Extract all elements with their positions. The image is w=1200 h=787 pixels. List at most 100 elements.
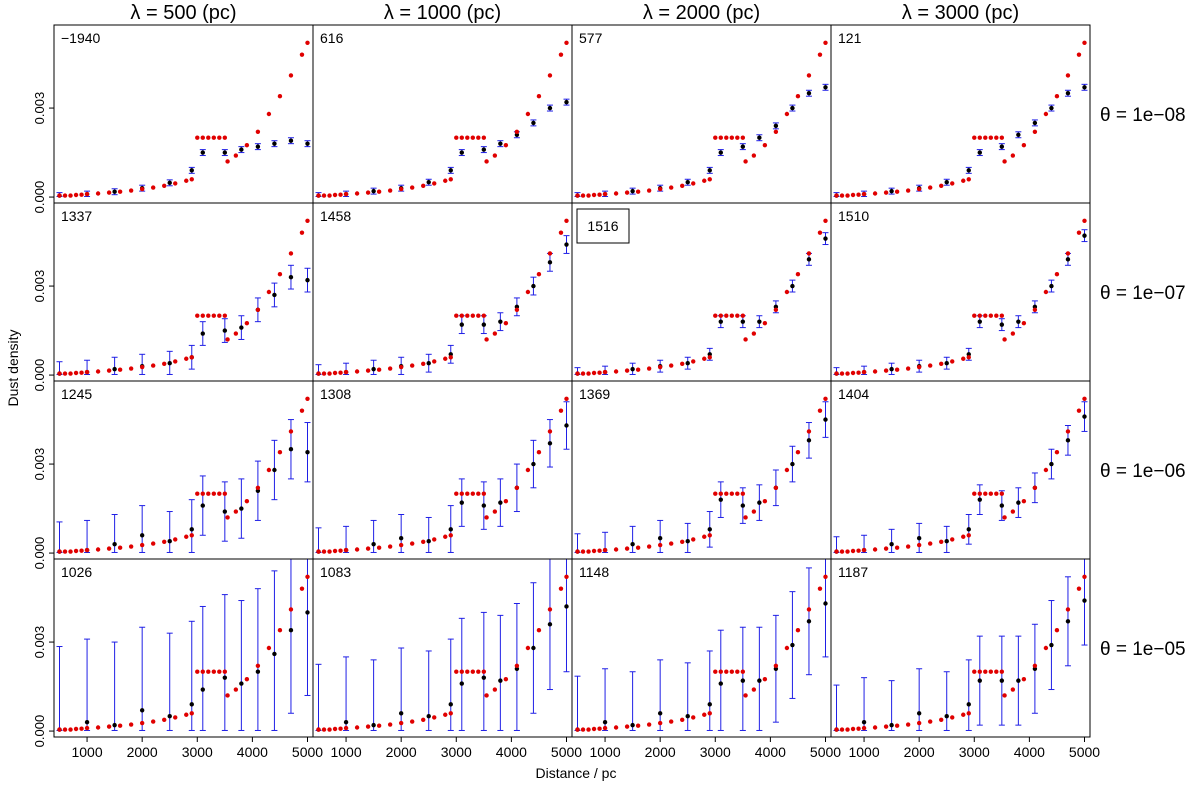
true-density-point xyxy=(872,725,878,730)
true-density-point xyxy=(288,73,294,78)
true-density-point xyxy=(994,669,999,674)
true-density-point xyxy=(1021,142,1027,148)
true-density-point xyxy=(217,313,222,318)
true-density-point xyxy=(713,669,718,674)
true-density-point xyxy=(1010,509,1016,514)
true-density-point xyxy=(575,193,580,198)
estimate-point xyxy=(977,319,982,324)
estimate-point xyxy=(790,105,795,111)
panel-frame xyxy=(830,24,1091,204)
estimate-point xyxy=(707,527,712,532)
true-density-point xyxy=(525,289,531,295)
x-tick-label: 2000 xyxy=(904,744,935,760)
estimate-point xyxy=(564,604,569,609)
estimate-point xyxy=(239,325,244,330)
true-density-point xyxy=(806,251,812,256)
estimate-point xyxy=(343,719,349,725)
true-density-point xyxy=(784,467,790,473)
true-density-point xyxy=(905,722,911,727)
true-density-point xyxy=(961,534,966,539)
true-density-point xyxy=(823,40,828,45)
true-density-point xyxy=(773,485,779,490)
row-header: θ = 1e−07 xyxy=(1100,283,1186,304)
true-density-point xyxy=(117,723,123,728)
true-density-point xyxy=(503,320,509,326)
true-density-point xyxy=(211,313,217,318)
true-density-point xyxy=(409,541,415,546)
true-density-point xyxy=(729,491,735,496)
y-tick-label: 0.000 xyxy=(32,537,47,570)
estimate-point xyxy=(916,536,922,541)
true-density-point xyxy=(1054,94,1060,99)
true-density-point xyxy=(195,135,200,140)
true-density-point xyxy=(817,408,823,413)
y-tick-label: 0.000 xyxy=(32,359,47,392)
true-density-point xyxy=(927,363,933,368)
true-density-point xyxy=(983,669,988,674)
estimate-point xyxy=(112,189,117,194)
true-density-point xyxy=(916,542,922,548)
true-density-point xyxy=(988,669,994,674)
estimate-point xyxy=(889,366,894,372)
true-density-point xyxy=(448,533,453,538)
row-header: θ = 1e−08 xyxy=(1100,105,1186,126)
true-density-point xyxy=(173,181,178,186)
true-density-point xyxy=(117,367,123,372)
true-density-point xyxy=(470,491,476,496)
estimate-point xyxy=(167,180,172,186)
true-density-point xyxy=(443,356,448,361)
true-density-point xyxy=(62,193,68,198)
true-density-point xyxy=(613,547,619,552)
estimate-point xyxy=(773,123,779,129)
true-density-point xyxy=(343,725,349,731)
true-density-point xyxy=(773,129,779,134)
true-density-point xyxy=(580,371,586,376)
true-density-point xyxy=(266,289,272,295)
true-density-point xyxy=(691,715,696,720)
true-density-point xyxy=(206,135,211,140)
estimate-point xyxy=(112,541,117,547)
panel-value-label: 616 xyxy=(320,30,344,46)
estimate-point xyxy=(966,702,971,707)
true-density-point xyxy=(79,548,84,553)
true-density-point xyxy=(84,369,90,375)
true-density-point xyxy=(79,726,84,731)
panel-frame xyxy=(312,24,573,204)
estimate-point xyxy=(448,702,453,707)
estimate-point xyxy=(255,144,261,149)
true-density-point xyxy=(762,498,768,504)
true-density-point xyxy=(894,723,900,728)
panel-frame xyxy=(571,24,832,204)
panel: 121 xyxy=(830,24,1091,204)
true-density-point xyxy=(724,669,729,674)
estimate-point xyxy=(200,331,205,336)
true-density-point xyxy=(211,491,217,496)
true-density-point xyxy=(635,723,641,728)
y-tick-label: 0.000 xyxy=(32,181,47,214)
true-density-point xyxy=(481,135,487,140)
x-tick-label: 5000 xyxy=(551,744,582,760)
true-density-point xyxy=(277,272,283,277)
true-density-point xyxy=(465,313,470,318)
true-density-point xyxy=(668,363,674,368)
true-density-point xyxy=(95,725,101,730)
true-density-point xyxy=(1032,307,1038,312)
panel-value-label: 1148 xyxy=(579,564,609,580)
true-density-point xyxy=(850,726,856,732)
true-density-point xyxy=(668,185,674,190)
estimate-point xyxy=(889,722,894,728)
estimate-point xyxy=(288,274,294,280)
panel-value-label: 577 xyxy=(579,30,603,46)
estimate-point xyxy=(426,714,431,719)
estimate-point xyxy=(189,527,194,532)
column-header: λ = 500 (pc) xyxy=(130,2,236,24)
true-density-point xyxy=(343,369,349,375)
true-density-point xyxy=(305,40,310,45)
axes: 1000 2000 3000 4000 5000 1000 2000 3000 4000 5000… xyxy=(32,92,1100,760)
true-density-point xyxy=(387,722,393,727)
estimate-point xyxy=(189,702,194,707)
true-density-point xyxy=(222,669,228,674)
estimate-point xyxy=(459,681,464,686)
estimate-point xyxy=(426,361,431,366)
true-density-point xyxy=(1002,337,1007,342)
